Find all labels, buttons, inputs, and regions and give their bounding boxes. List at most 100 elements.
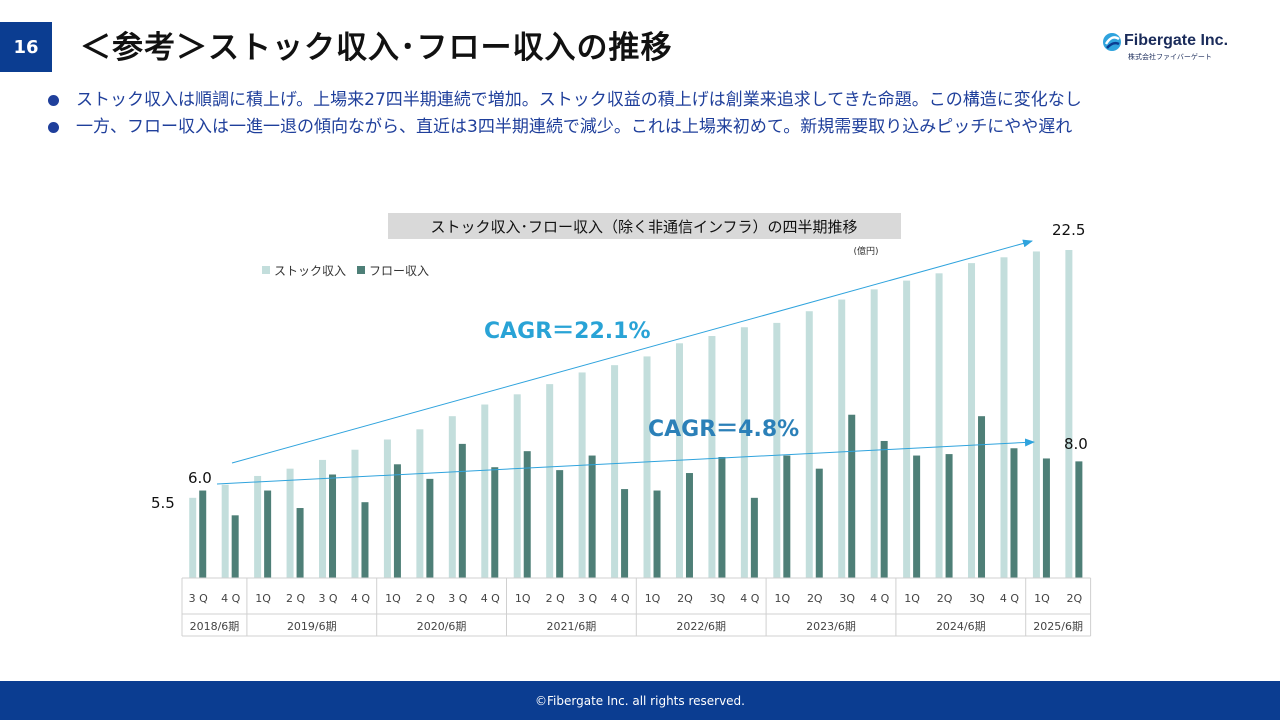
- tick-label-fiscal-year: 2019/6期: [287, 620, 337, 633]
- tick-label-quarter: 3Q: [839, 592, 855, 605]
- revenue-chart: ストック収入･フロー収入（除く非通信インフラ）の四半期推移 (億円) ストック収…: [151, 213, 1092, 637]
- tick-label-quarter: 1Q: [255, 592, 271, 605]
- tick-label-quarter: 4 Q: [610, 592, 629, 605]
- tick-label-quarter: 3 Q: [189, 592, 208, 605]
- flow-trend-arrow: [216, 438, 1035, 485]
- bullet-item: 一方、フロー収入は一進一退の傾向ながら、直近は3四半期連続で減少。これは上場来初…: [48, 114, 1082, 141]
- bar-stock-27: [1065, 250, 1073, 578]
- tick-label-quarter: 2Q: [807, 592, 823, 605]
- bar-stock-0: [189, 497, 197, 578]
- bar-flow-24: [978, 416, 986, 578]
- flow-cagr-label: CAGR＝4.8%: [648, 417, 799, 442]
- tick-label-fiscal-year: 2024/6期: [936, 620, 986, 633]
- bar-stock-4: [319, 459, 327, 578]
- chart-title-background: [388, 213, 901, 239]
- bar-flow-3: [296, 508, 304, 578]
- bar-flow-11: [556, 470, 564, 578]
- bar-stock-17: [740, 327, 748, 578]
- tick-label-quarter: 1Q: [774, 592, 790, 605]
- tick-label-fiscal-year: 2020/6期: [417, 620, 467, 633]
- tick-label-fiscal-year: 2018/6期: [190, 620, 240, 633]
- data-label-flow-last: 8.0: [1064, 435, 1088, 453]
- bar-stock-24: [968, 263, 976, 578]
- bullet-item: ストック収入は順調に積上げ。上場来27四半期連続で増加。ストック収益の積上げは創…: [48, 87, 1082, 114]
- bar-flow-19: [815, 468, 823, 578]
- tick-label-quarter: 2Q: [937, 592, 953, 605]
- bar-flow-18: [783, 455, 791, 578]
- tick-label-quarter: 1Q: [515, 592, 531, 605]
- bar-stock-3: [286, 468, 294, 578]
- bar-flow-14: [653, 490, 661, 578]
- tick-label-quarter: 3 Q: [448, 592, 467, 605]
- bar-stock-1: [221, 484, 229, 578]
- bar-stock-23: [935, 273, 943, 578]
- tick-label-quarter: 3Q: [710, 592, 726, 605]
- bar-stock-13: [611, 365, 619, 578]
- bar-stock-6: [383, 439, 391, 578]
- bullet-text: ストック収入は順調に積上げ。上場来27四半期連続で増加。ストック収益の積上げは創…: [76, 90, 1082, 110]
- bar-flow-13: [621, 489, 629, 578]
- bullet-dot-icon: [48, 95, 59, 106]
- copyright-text: ©Fibergate Inc. all rights reserved.: [535, 693, 745, 708]
- tick-label-quarter: 1Q: [645, 592, 661, 605]
- tick-label-fiscal-year: 2023/6期: [806, 620, 856, 633]
- bar-stock-2: [254, 475, 262, 578]
- tick-label-fiscal-year: 2022/6期: [676, 620, 726, 633]
- bar-flow-9: [491, 467, 499, 578]
- data-label-flow-first: 6.0: [188, 469, 212, 487]
- bar-flow-21: [880, 440, 888, 578]
- page-number: 16: [0, 22, 52, 72]
- bar-stock-16: [708, 336, 716, 578]
- bar-stock-20: [838, 299, 846, 578]
- bar-flow-23: [945, 454, 953, 578]
- bar-stock-22: [903, 280, 911, 578]
- bar-flow-7: [426, 478, 434, 578]
- tick-label-quarter: 3 Q: [318, 592, 337, 605]
- tick-label-fiscal-year: 2021/6期: [547, 620, 597, 633]
- tick-label-quarter: 1Q: [1034, 592, 1050, 605]
- stock-cagr-label: CAGR＝22.1%: [484, 319, 651, 344]
- category-axis: 3 Q 4 Q 1Q 2 Q 3 Q 4 Q 1Q 2 Q 3 Q 4 Q 1Q 2 Q 3 Q 4 Q 1…: [181, 577, 1092, 637]
- bar-flow-0: [199, 490, 207, 578]
- bar-stock-19: [805, 311, 813, 578]
- bar-flow-10: [523, 451, 531, 578]
- page-title: ＜参考＞ストック収入･フロー収入の推移: [80, 30, 673, 66]
- tick-label-quarter: 4 Q: [351, 592, 370, 605]
- bar-flow-8: [458, 443, 466, 578]
- tick-label-quarter: 3Q: [969, 592, 985, 605]
- bullet-text: 一方、フロー収入は一進一退の傾向ながら、直近は3四半期連続で減少。これは上場来初…: [76, 117, 1073, 137]
- bar-flow-22: [913, 455, 921, 578]
- tick-label-fiscal-year: 2025/6期: [1033, 620, 1083, 633]
- tick-label-quarter: 4 Q: [1000, 592, 1019, 605]
- tick-label-quarter: 4 Q: [870, 592, 889, 605]
- legend-label-stock: ストック収入: [274, 264, 346, 278]
- bar-stock-9: [481, 404, 489, 578]
- bar-stock-18: [773, 322, 781, 578]
- tick-label-quarter: 3 Q: [578, 592, 597, 605]
- tick-label-quarter: 1Q: [904, 592, 920, 605]
- legend-label-flow: フロー収入: [369, 264, 429, 278]
- tick-label-quarter: 4 Q: [740, 592, 759, 605]
- bar-stock-25: [1000, 257, 1008, 578]
- bar-flow-12: [588, 455, 596, 578]
- bar-flow-6: [393, 464, 401, 578]
- chart-title: ストック収入･フロー収入（除く非通信インフラ）の四半期推移: [430, 218, 857, 236]
- tick-label-quarter: 2Q: [677, 592, 693, 605]
- legend-swatch-stock: [262, 266, 270, 274]
- bar-stock-11: [546, 384, 554, 578]
- logo-subtext: 株式会社ファイバーゲート: [1128, 53, 1212, 61]
- legend-swatch-flow: [357, 266, 365, 274]
- tick-label-quarter: 2Q: [1067, 592, 1083, 605]
- chart-unit-label: (億円): [853, 245, 878, 257]
- company-logo: Fibergate Inc. 株式会社ファイバーゲート: [1102, 30, 1252, 62]
- bar-stock-14: [643, 356, 651, 578]
- tick-label-quarter: 2 Q: [546, 592, 565, 605]
- logo-text: Fibergate Inc.: [1124, 32, 1229, 49]
- bar-stock-10: [513, 394, 521, 578]
- bar-flow-25: [1010, 448, 1018, 578]
- bar-stock-7: [416, 429, 424, 578]
- bar-flow-27: [1075, 461, 1083, 578]
- bullet-list: ストック収入は順調に積上げ。上場来27四半期連続で増加。ストック収益の積上げは創…: [48, 87, 1082, 141]
- bar-flow-5: [361, 502, 369, 578]
- tick-label-quarter: 4 Q: [481, 592, 500, 605]
